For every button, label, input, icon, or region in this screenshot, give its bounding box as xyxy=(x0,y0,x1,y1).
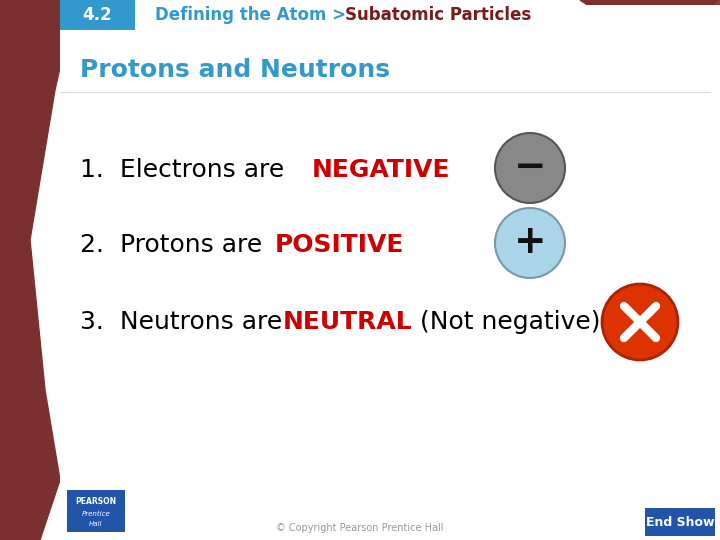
Text: Defining the Atom >: Defining the Atom > xyxy=(155,6,352,24)
Text: Hall: Hall xyxy=(89,522,103,528)
Polygon shape xyxy=(680,0,720,540)
Text: © Copyright Pearson Prentice Hall: © Copyright Pearson Prentice Hall xyxy=(276,523,444,533)
Text: End Show: End Show xyxy=(646,516,714,529)
Text: 1.  Electrons are: 1. Electrons are xyxy=(80,158,292,182)
Text: −: − xyxy=(513,148,546,186)
Circle shape xyxy=(602,284,678,360)
Bar xyxy=(67,490,125,532)
Text: 7 of 18: 7 of 18 xyxy=(658,16,692,26)
Text: 3.  Neutrons are: 3. Neutrons are xyxy=(80,310,290,334)
Text: 4.2: 4.2 xyxy=(82,6,112,24)
Text: NEGATIVE: NEGATIVE xyxy=(312,158,451,182)
Text: (Not negative): (Not negative) xyxy=(412,310,600,334)
Polygon shape xyxy=(600,490,720,540)
Bar xyxy=(645,508,715,536)
Text: Protons and Neutrons: Protons and Neutrons xyxy=(80,58,390,82)
Text: Slide: Slide xyxy=(668,7,692,17)
Text: Prentice: Prentice xyxy=(81,511,110,517)
Circle shape xyxy=(495,208,565,278)
Circle shape xyxy=(495,133,565,203)
Text: Subatomic Particles: Subatomic Particles xyxy=(345,6,531,24)
Text: PEARSON: PEARSON xyxy=(76,497,117,507)
Text: 2.  Protons are: 2. Protons are xyxy=(80,233,270,257)
Text: NEUTRAL: NEUTRAL xyxy=(283,310,413,334)
Text: +: + xyxy=(513,223,546,261)
Polygon shape xyxy=(580,0,720,80)
Text: POSITIVE: POSITIVE xyxy=(275,233,405,257)
Polygon shape xyxy=(0,0,75,540)
Bar xyxy=(60,0,135,30)
